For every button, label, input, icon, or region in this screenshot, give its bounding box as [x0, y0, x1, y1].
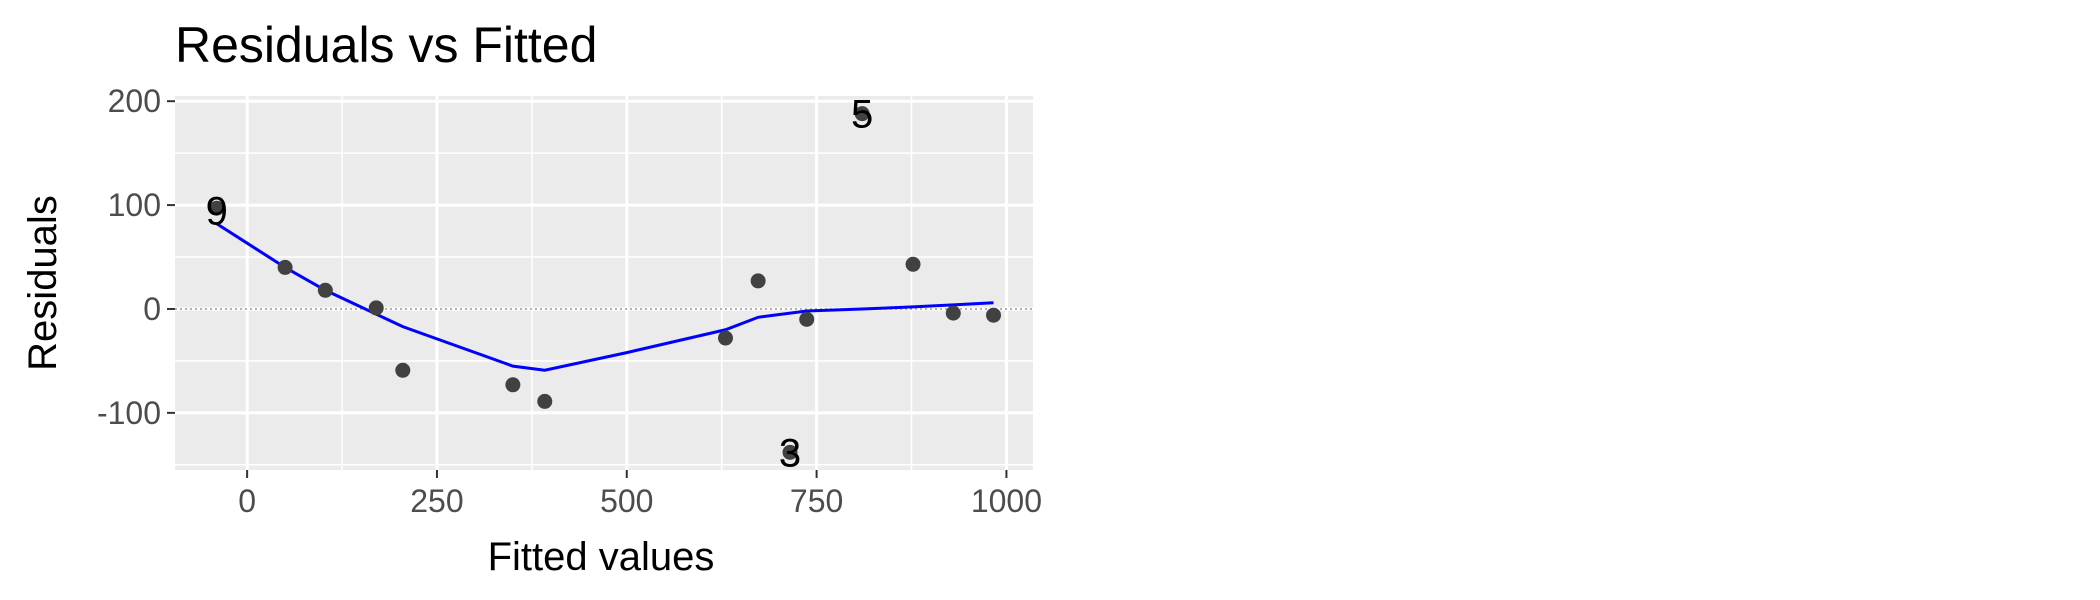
y-tick-label: 100 — [108, 187, 161, 223]
y-axis: -100 0 100 200 — [97, 83, 175, 431]
data-point — [905, 256, 921, 272]
x-tick-label: 0 — [238, 483, 256, 519]
x-tick-label: 500 — [600, 483, 653, 519]
plot-panel — [175, 96, 1033, 470]
point-label: 9 — [206, 189, 228, 233]
data-point — [395, 362, 411, 378]
x-tick-label: 1000 — [971, 483, 1042, 519]
x-axis-title: Fitted values — [488, 535, 715, 579]
data-point — [537, 393, 553, 409]
data-point — [986, 307, 1002, 323]
x-tick-label: 250 — [410, 483, 463, 519]
data-point — [317, 282, 333, 298]
y-tick-label: 200 — [108, 83, 161, 119]
point-label: 5 — [851, 93, 873, 137]
point-labels-layer: 9 5 3 — [206, 93, 874, 476]
minor-gridlines — [175, 96, 1033, 470]
data-point — [368, 300, 384, 316]
data-point — [505, 377, 521, 393]
data-point — [799, 311, 815, 327]
data-point — [854, 106, 870, 122]
smooth-line — [215, 222, 994, 372]
data-point — [277, 259, 293, 275]
x-axis: 0 250 500 750 1000 — [238, 470, 1042, 519]
y-axis-title: Residuals — [21, 195, 65, 371]
point-label: 3 — [779, 431, 801, 475]
data-point — [750, 273, 766, 289]
data-point — [717, 330, 733, 346]
data-point — [209, 200, 225, 216]
y-tick-label: 0 — [143, 291, 161, 327]
chart-title: Residuals vs Fitted — [175, 17, 597, 73]
x-tick-label: 750 — [790, 483, 843, 519]
data-point — [945, 305, 961, 321]
y-tick-label: -100 — [97, 395, 161, 431]
data-point — [782, 444, 798, 460]
points-layer — [209, 106, 1002, 460]
major-gridlines — [175, 96, 1033, 470]
